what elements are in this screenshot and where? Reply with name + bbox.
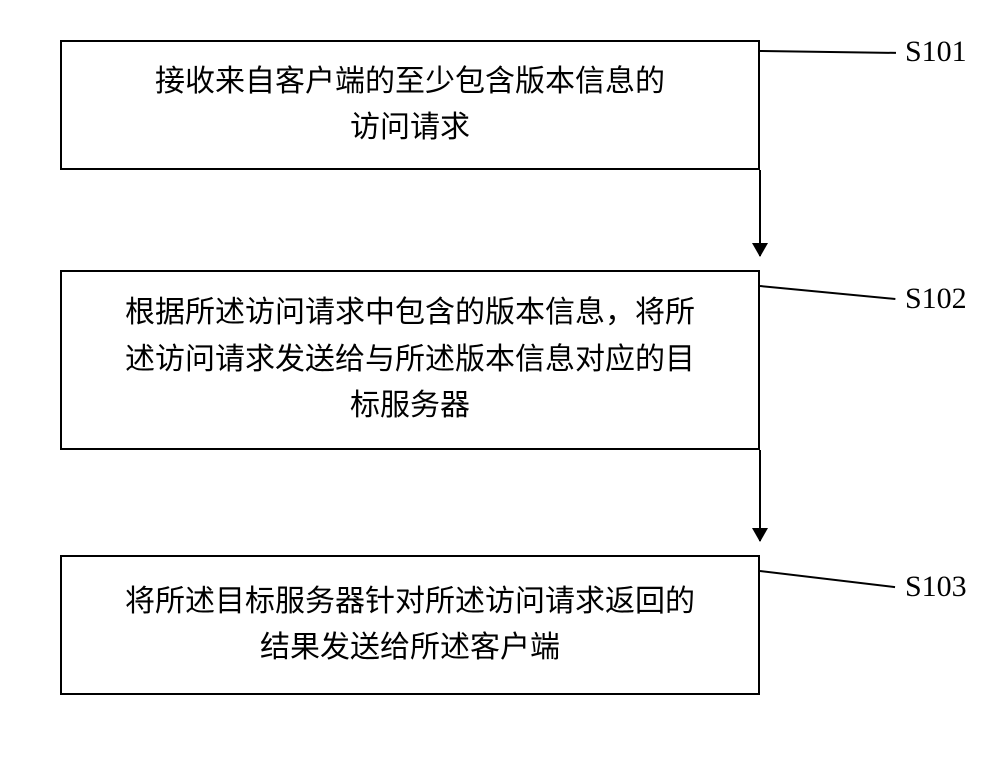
- leader-line-2: [760, 285, 896, 300]
- step-label-3: S103: [905, 570, 967, 604]
- flow-step-3-line1: 将所述目标服务器针对所述访问请求返回的: [105, 579, 715, 626]
- flow-arrow-2: [759, 450, 761, 541]
- flow-step-1-line2: 访问请求: [330, 105, 490, 152]
- flow-step-1-line1: 接收来自客户端的至少包含版本信息的: [135, 59, 685, 106]
- flow-step-2-line3: 标服务器: [330, 383, 490, 430]
- flow-step-3: 将所述目标服务器针对所述访问请求返回的 结果发送给所述客户端: [60, 555, 760, 695]
- flow-step-3-line2: 结果发送给所述客户端: [240, 625, 580, 672]
- flow-step-1: 接收来自客户端的至少包含版本信息的 访问请求: [60, 40, 760, 170]
- flow-step-2-line1: 根据所述访问请求中包含的版本信息，将所: [105, 290, 715, 337]
- flow-step-2-line2: 述访问请求发送给与所述版本信息对应的目: [105, 337, 715, 384]
- leader-line-1: [760, 50, 896, 54]
- step-label-1: S101: [905, 35, 967, 69]
- step-label-2: S102: [905, 282, 967, 316]
- flow-step-2: 根据所述访问请求中包含的版本信息，将所 述访问请求发送给与所述版本信息对应的目 …: [60, 270, 760, 450]
- leader-line-3: [760, 570, 895, 588]
- flow-arrow-1: [759, 170, 761, 256]
